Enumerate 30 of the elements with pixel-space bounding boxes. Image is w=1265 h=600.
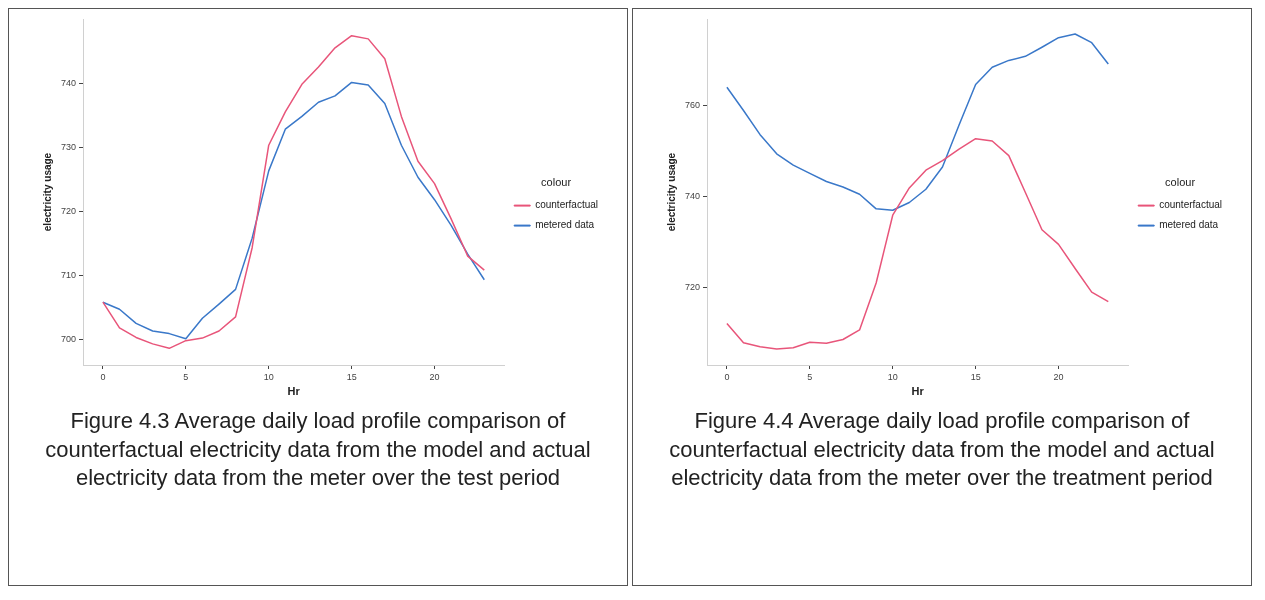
- x-tick-label: 5: [183, 371, 189, 382]
- caption: Figure 4.3 Average daily load profile comparison of counterfactual electricity data from the model and actual electricity data from the meter over the test period: [44, 407, 592, 493]
- y-tick-label: 740: [60, 77, 77, 88]
- y-tick-label: 730: [60, 141, 77, 152]
- legend-title: colour: [1165, 175, 1196, 188]
- y-tick-label: 710: [60, 269, 77, 280]
- y-tick-label: 720: [60, 205, 77, 216]
- x-tick-label: 15: [346, 371, 357, 382]
- y-tick-label: 700: [60, 333, 77, 344]
- x-tick-label: 10: [263, 371, 274, 382]
- x-tick-label: 0: [100, 371, 106, 382]
- y-tick-label: 760: [684, 99, 701, 110]
- x-axis-title: Hr: [911, 385, 925, 398]
- x-tick-label: 15: [970, 371, 981, 382]
- legend-label: metered data: [535, 219, 595, 231]
- legend-title: colour: [541, 175, 572, 188]
- y-axis-title: electricity usage: [41, 152, 53, 232]
- x-tick-label: 20: [429, 371, 440, 382]
- x-tick-label: 10: [887, 371, 898, 382]
- y-tick-label: 720: [684, 282, 701, 293]
- legend-label: metered data: [1159, 219, 1219, 231]
- x-tick-label: 5: [807, 371, 813, 382]
- legend-label: counterfactual: [1159, 199, 1223, 211]
- y-axis-title: electricity usage: [665, 152, 677, 232]
- legend-label: counterfactual: [535, 199, 599, 211]
- x-axis-title: Hr: [287, 385, 301, 398]
- y-tick-label: 740: [684, 191, 701, 202]
- caption: Figure 4.4 Average daily load profile comparison of counterfactual electricity data from the model and actual electricity data from the meter over the treatment period: [668, 407, 1216, 493]
- x-tick-label: 0: [724, 371, 730, 382]
- x-tick-label: 20: [1053, 371, 1064, 382]
